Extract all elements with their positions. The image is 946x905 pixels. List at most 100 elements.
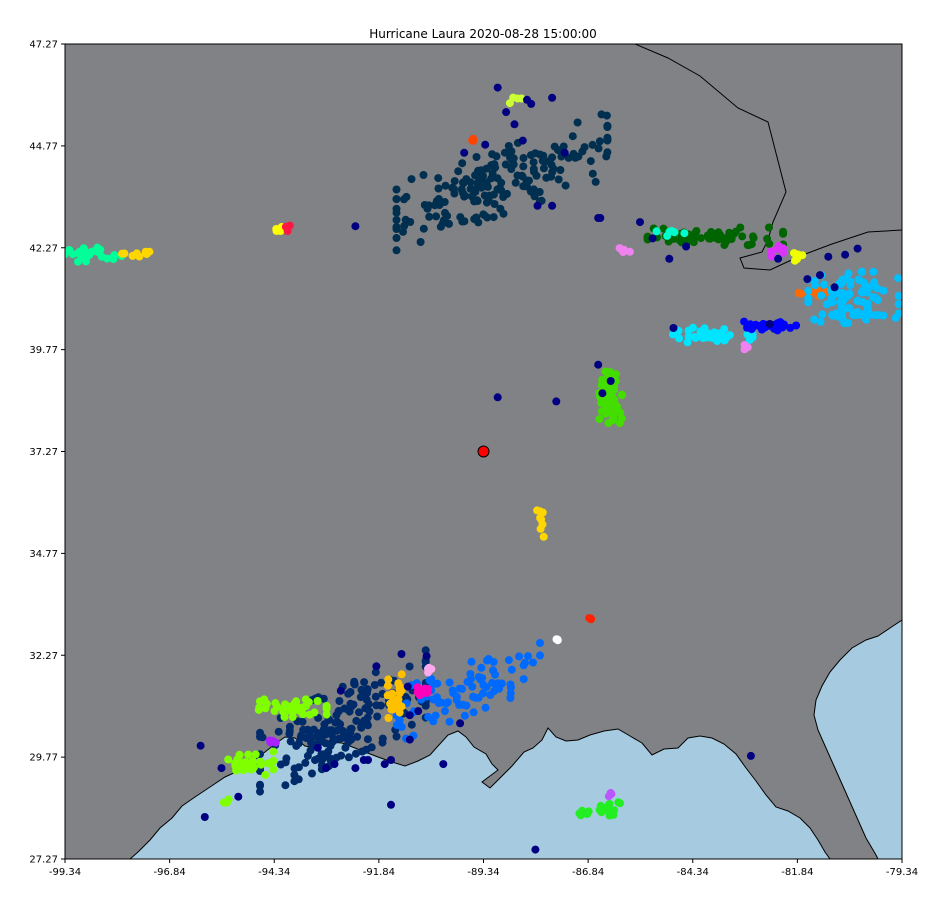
scatter-point: [779, 248, 788, 257]
scatter-point: [487, 161, 496, 170]
scatter-point: [607, 394, 616, 403]
scatter-point: [605, 408, 614, 417]
scatter-point: [676, 236, 685, 245]
scatter-point: [434, 195, 443, 203]
scatter-point: [696, 327, 705, 336]
scatter-point: [697, 234, 705, 243]
scatter-point: [313, 754, 322, 763]
scatter-point: [749, 234, 758, 242]
scatter-point: [466, 184, 475, 193]
scatter-point: [388, 705, 397, 714]
scatter-point: [234, 792, 243, 801]
scatter-point: [598, 375, 607, 384]
scatter-point: [858, 267, 867, 276]
scatter-point: [816, 317, 825, 326]
scatter-point: [251, 750, 260, 759]
scatter-point: [425, 201, 433, 210]
scatter-point: [281, 758, 290, 767]
scatter-point: [846, 281, 855, 290]
scatter-point: [196, 741, 205, 750]
scatter-point: [529, 185, 538, 194]
scatter-point: [568, 132, 577, 141]
scatter-point: [591, 177, 600, 186]
scatter-point: [758, 324, 767, 333]
scatter-point: [482, 683, 491, 692]
scatter-point: [416, 238, 425, 246]
scatter-point: [77, 253, 86, 262]
scatter-point: [552, 397, 561, 406]
scatter-point: [346, 688, 355, 696]
scatter-point: [519, 162, 528, 171]
y-tick-label: 29.77: [29, 753, 58, 764]
scatter-point: [554, 175, 563, 184]
scatter-point: [415, 685, 424, 694]
scatter-point: [584, 807, 593, 816]
scatter-point: [279, 707, 288, 716]
scatter-point: [338, 726, 347, 735]
scatter-point: [603, 370, 612, 379]
scatter-point: [675, 334, 684, 343]
scatter-point: [857, 310, 866, 319]
scatter-point: [824, 252, 833, 261]
scatter-point: [529, 158, 538, 167]
x-tick-label: -99.34: [49, 867, 81, 878]
scatter-point: [554, 146, 562, 155]
scatter-point: [256, 780, 264, 789]
scatter-point: [523, 95, 531, 104]
scatter-point: [481, 703, 490, 712]
scatter-point: [507, 165, 516, 173]
scatter-point: [613, 402, 621, 411]
scatter-point: [430, 201, 439, 210]
scatter-point: [458, 159, 467, 168]
scatter-point: [706, 234, 715, 243]
scatter-point: [519, 675, 528, 684]
scatter-point: [529, 658, 537, 667]
scatter-point: [376, 701, 385, 710]
scatter-point: [425, 212, 434, 221]
scatter-point: [763, 234, 772, 243]
scatter-point: [497, 186, 506, 195]
scatter-point: [360, 678, 369, 687]
scatter-point: [308, 769, 316, 778]
scatter-point: [669, 234, 678, 243]
scatter-point: [322, 710, 331, 719]
scatter-point: [588, 140, 597, 149]
scatter-point: [490, 200, 499, 208]
scatter-point: [248, 764, 257, 773]
scatter-point: [336, 720, 345, 729]
scatter-point: [313, 743, 322, 752]
scatter-point: [816, 271, 824, 280]
scatter-point: [448, 686, 457, 695]
scatter-point: [299, 710, 307, 719]
scatter-point: [786, 323, 795, 332]
scatter-point: [91, 247, 100, 256]
scatter-point: [873, 284, 882, 293]
scatter-point: [536, 639, 544, 647]
scatter-point: [652, 227, 661, 236]
scatter-point: [462, 701, 471, 710]
scatter-point: [519, 661, 528, 670]
scatter-point: [392, 225, 401, 233]
scatter-point: [288, 713, 297, 721]
scatter-point: [294, 739, 303, 748]
scatter-point: [423, 685, 432, 693]
scatter-point: [515, 652, 524, 661]
scatter-point: [439, 760, 448, 769]
scatter-point: [397, 650, 406, 658]
scatter-point: [487, 174, 496, 183]
scatter-point: [479, 210, 488, 219]
scatter-point: [714, 228, 723, 237]
scatter-point: [294, 763, 303, 772]
scatter-point: [429, 717, 438, 726]
scatter-point: [606, 377, 615, 385]
scatter-point: [255, 703, 264, 712]
scatter-point: [608, 386, 617, 394]
scatter-point: [443, 698, 452, 707]
scatter-point: [371, 668, 380, 677]
scatter-point: [289, 707, 298, 715]
scatter-point: [301, 758, 310, 767]
scatter-point: [667, 227, 676, 235]
scatter-point: [378, 734, 387, 743]
scatter-point: [257, 760, 265, 769]
scatter-point: [460, 711, 469, 720]
